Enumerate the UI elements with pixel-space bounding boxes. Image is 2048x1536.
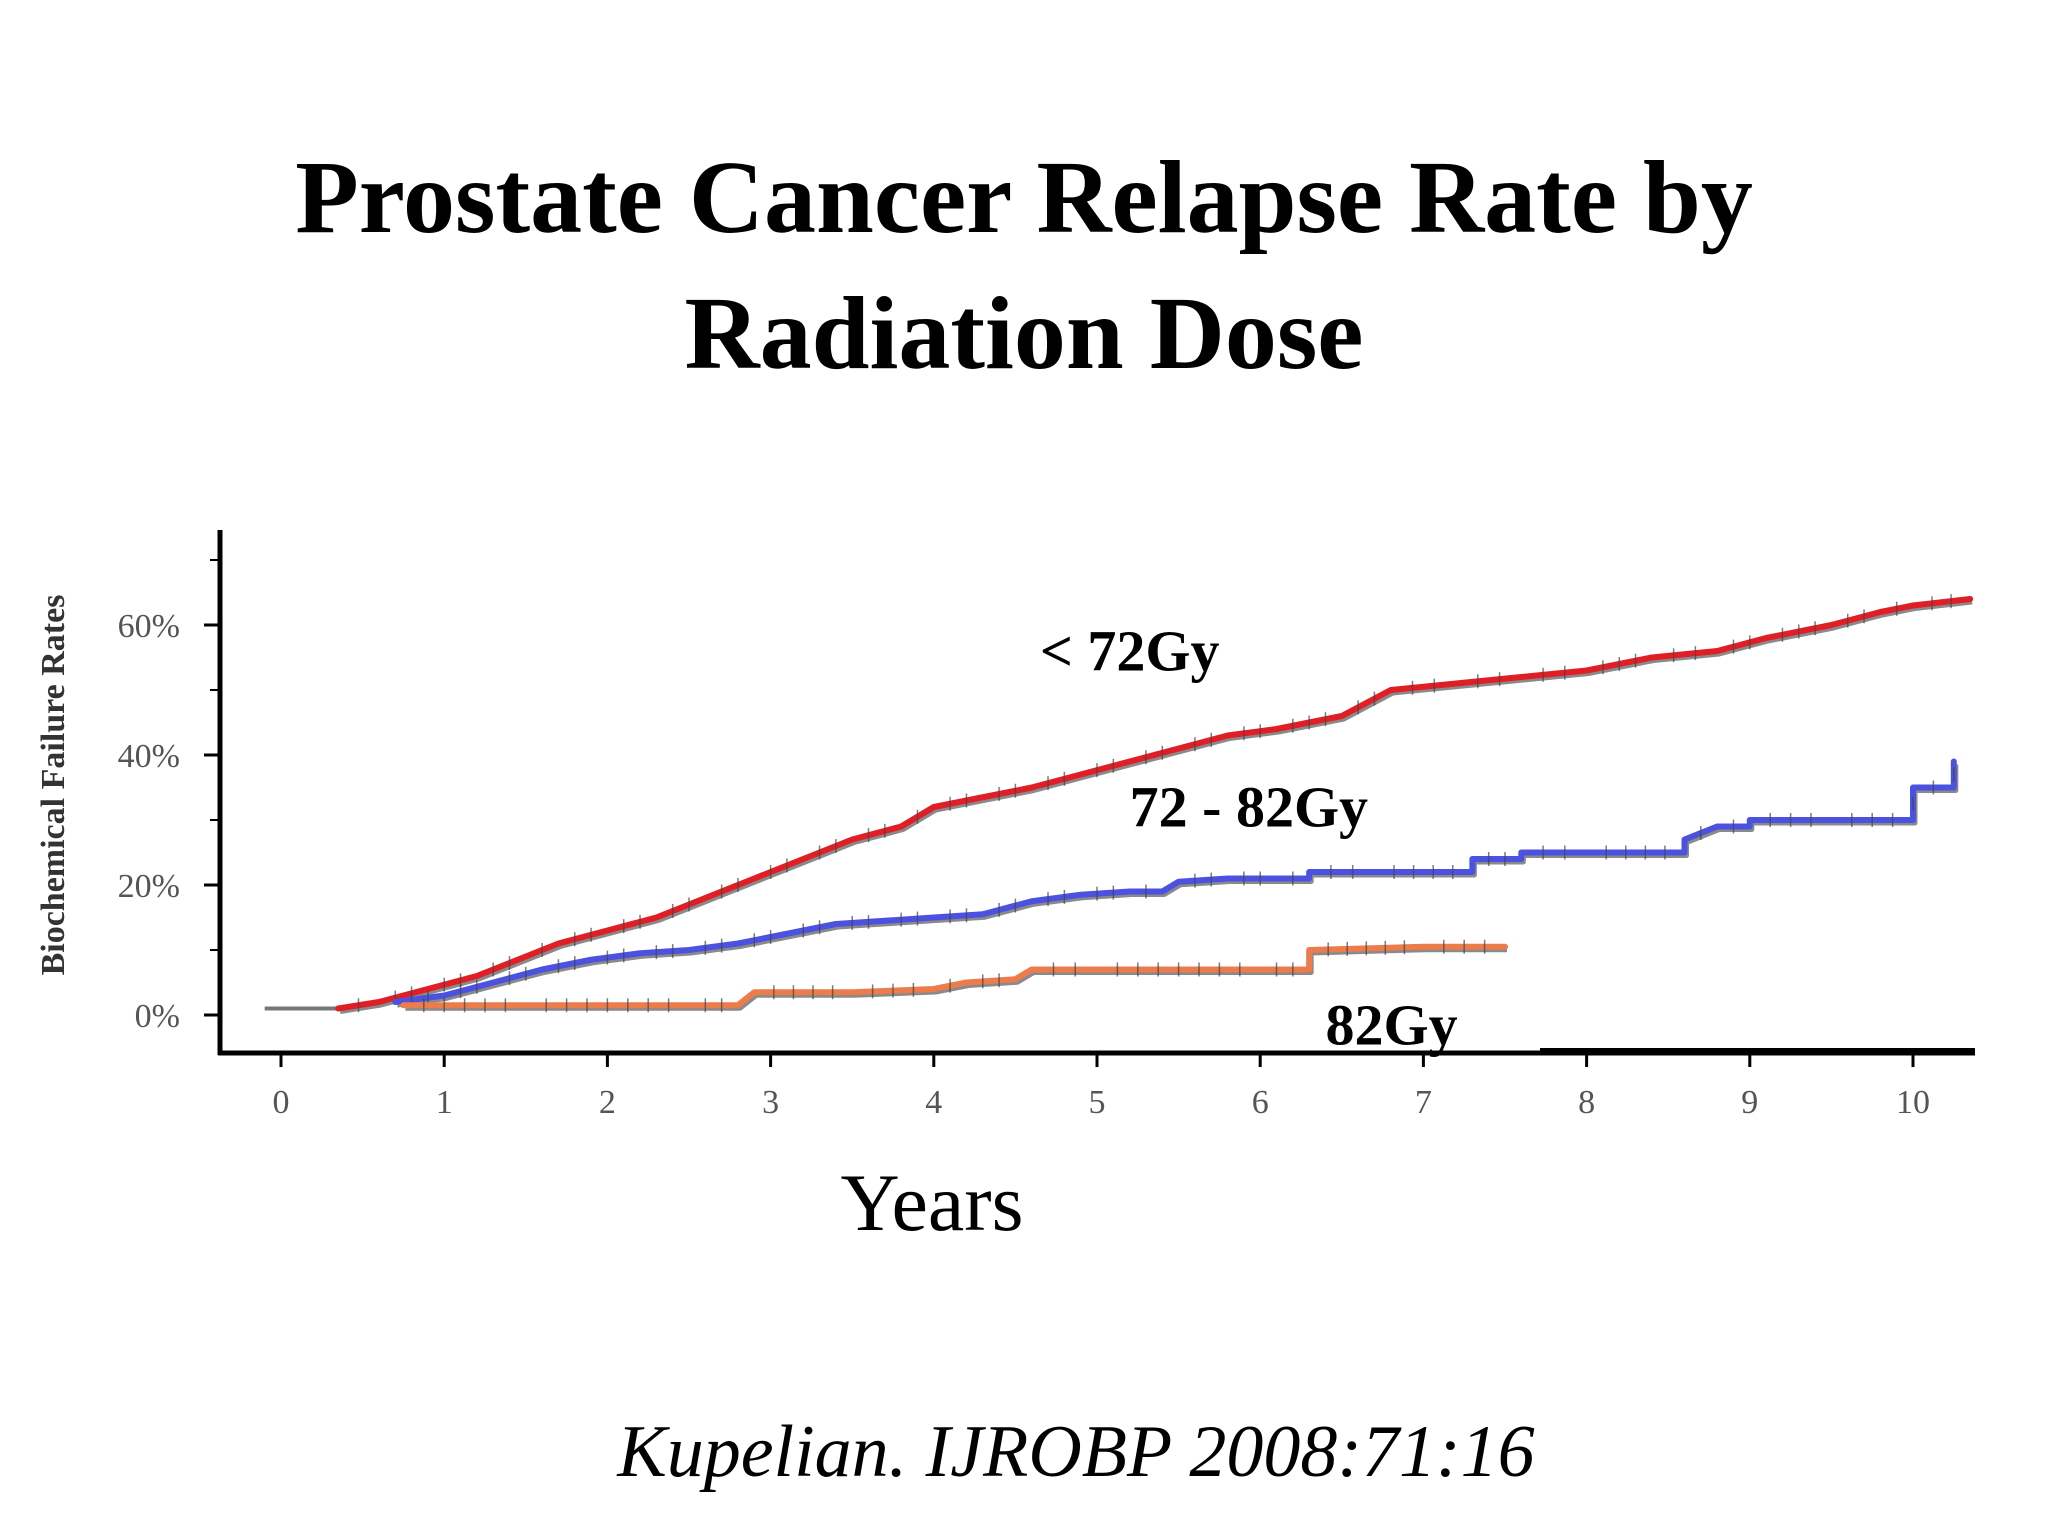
x-tick-label: 1 <box>436 1084 453 1121</box>
x-tick-label: 4 <box>925 1084 942 1121</box>
x-tick-label: 5 <box>1089 1084 1106 1121</box>
series-line <box>400 943 1508 1009</box>
x-tick-label: 10 <box>1896 1084 1930 1121</box>
y-tick-label: 60% <box>118 608 180 645</box>
x-tick-label: 2 <box>599 1084 616 1121</box>
y-axis-title: Biochemical Failure Rates <box>35 595 72 976</box>
citation: Kupelian. IJROBP 2008:71:16 <box>617 1411 1535 1493</box>
series-label: 82Gy <box>1325 992 1457 1057</box>
axis-ticks: 0 1 2 3 4 5 6 7 8 9 10 0% 20% 40% 60% <box>118 559 1930 1121</box>
title-line-2: Radiation Dose <box>684 276 1364 391</box>
y-tick-label: 0% <box>135 998 180 1035</box>
x-tick-label: 8 <box>1578 1084 1595 1121</box>
series-lines <box>264 594 1974 1014</box>
series-1 <box>392 758 1957 1007</box>
x-tick-label: 6 <box>1252 1084 1269 1121</box>
x-tick-label: 9 <box>1741 1084 1758 1121</box>
series-line <box>392 758 1957 1005</box>
x-tick-label: 7 <box>1415 1084 1432 1121</box>
title-line-1: Prostate Cancer Relapse Rate by <box>295 140 1753 255</box>
series-label: 72 - 82Gy <box>1130 775 1368 840</box>
series-shadow-line <box>339 599 1973 1014</box>
series-2 <box>400 939 1508 1013</box>
y-tick-label: 20% <box>118 868 180 905</box>
series-label: < 72Gy <box>1040 619 1220 684</box>
series-labels: < 72Gy 72 - 82Gy 82Gy <box>1040 619 1458 1058</box>
x-tick-label: 3 <box>762 1084 779 1121</box>
y-tick-label: 40% <box>118 738 180 775</box>
slide-title: Prostate Cancer Relapse Rate by Radiatio… <box>0 130 2048 402</box>
x-axis-title: Years <box>840 1157 1023 1248</box>
x-tick-label: 0 <box>273 1084 290 1121</box>
